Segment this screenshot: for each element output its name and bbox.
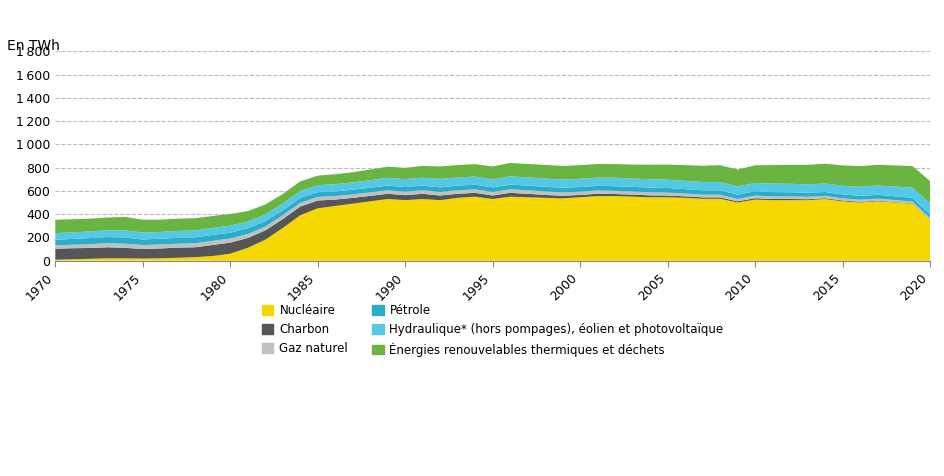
Text: En TWh: En TWh xyxy=(8,39,60,53)
Legend: Nucléaire, Charbon, Gaz naturel, Pétrole, Hydraulique* (hors pompages), éolien e: Nucléaire, Charbon, Gaz naturel, Pétrole… xyxy=(261,304,723,357)
